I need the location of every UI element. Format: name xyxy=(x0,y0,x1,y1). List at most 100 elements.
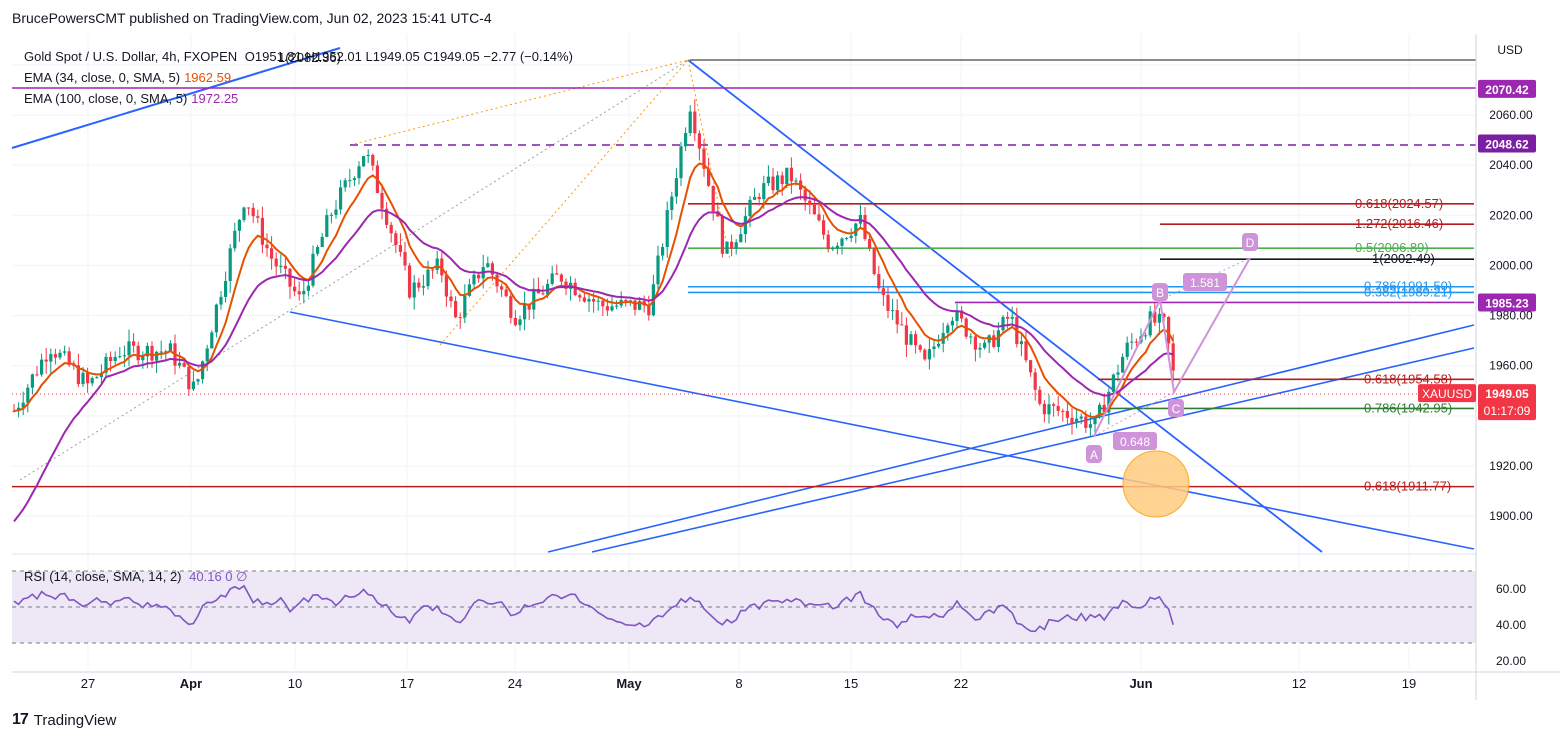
candle-body xyxy=(35,374,39,376)
candle-body xyxy=(145,345,149,357)
candle-body xyxy=(638,301,642,310)
candle-body xyxy=(495,274,499,287)
candle-body xyxy=(348,180,352,182)
candle-body xyxy=(408,265,412,298)
candle-body xyxy=(900,324,904,326)
candle-body xyxy=(486,263,490,268)
pattern-ratio-label: 1.581 xyxy=(1190,276,1220,290)
price-tick-label: 1980.00 xyxy=(1489,309,1533,323)
rsi-legend-value: 40.16 0 ∅ xyxy=(189,569,248,584)
candle-body xyxy=(1010,316,1014,319)
candle-body xyxy=(1093,417,1097,425)
legend-symbol: Gold Spot / U.S. Dollar, 4h, FXOPEN xyxy=(24,49,238,64)
candle-body xyxy=(785,167,789,185)
candle-body xyxy=(532,288,536,310)
candle-body xyxy=(132,341,136,346)
pattern-point-label: C xyxy=(1172,402,1181,416)
candle-body xyxy=(187,366,191,390)
candle-body xyxy=(233,230,237,249)
candle-body xyxy=(251,207,255,217)
candle-body xyxy=(178,362,182,366)
candle-body xyxy=(881,288,885,296)
channel-upper-b xyxy=(591,347,1475,553)
candle-body xyxy=(21,402,25,408)
candle-body xyxy=(771,176,775,191)
candle-body xyxy=(633,300,637,310)
pattern-point-badge xyxy=(1086,445,1102,463)
candle-body xyxy=(978,347,982,350)
candle-body xyxy=(1065,411,1069,418)
pattern-point-label: D xyxy=(1246,236,1255,250)
chart-overlay: A B C D 0.648 1.581 xyxy=(1086,233,1258,518)
chart-axes: USD 1900.00 1920.00 19 40.00 1960.00 1980.00 20… xyxy=(12,34,1560,700)
candle-body xyxy=(191,381,195,390)
candle-body xyxy=(886,295,890,311)
candle-body xyxy=(734,242,738,249)
symbol-badge xyxy=(1418,384,1476,403)
trendline-descending xyxy=(687,59,1323,553)
candle-body xyxy=(955,310,959,321)
candle-body xyxy=(1056,405,1060,411)
time-tick-label: 19 xyxy=(1402,676,1416,691)
candle-body xyxy=(454,300,458,318)
candle-body xyxy=(845,237,849,239)
time-tick-label: 27 xyxy=(81,676,95,691)
candle-body xyxy=(693,111,697,134)
candle-body xyxy=(877,274,881,289)
candle-body xyxy=(937,343,941,347)
candle-body xyxy=(707,168,711,186)
high-label: 1(2082.36) xyxy=(278,50,341,65)
candle-body xyxy=(1098,404,1102,418)
candle-body xyxy=(831,248,835,250)
price-tick-label: 1920.00 xyxy=(1489,459,1533,473)
channel-lower xyxy=(289,311,1475,550)
candle-body xyxy=(582,297,586,302)
pattern-point-badge xyxy=(1168,399,1184,417)
candle-body xyxy=(366,154,370,157)
candle-body xyxy=(720,216,724,254)
candle-body xyxy=(559,274,563,282)
candle-body xyxy=(440,258,444,276)
candle-body xyxy=(58,352,62,358)
candle-body xyxy=(624,299,628,301)
price-level-badge xyxy=(1478,134,1536,153)
pattern-ratio-badge xyxy=(1113,432,1157,450)
candle-body xyxy=(1107,391,1111,413)
candle-body xyxy=(762,183,766,200)
rsi-tick-label: 40.00 xyxy=(1496,618,1526,632)
candle-body xyxy=(780,175,784,185)
candle-body xyxy=(863,214,867,240)
candle-body xyxy=(380,192,384,209)
candle-body xyxy=(260,217,264,245)
abcd-bd-dotted xyxy=(1159,257,1251,301)
candle-body xyxy=(587,299,591,302)
candle-body xyxy=(523,303,527,320)
candle-body xyxy=(918,345,922,350)
candle-body xyxy=(656,255,660,285)
candle-body xyxy=(398,245,402,252)
candle-body xyxy=(417,282,421,288)
candle-body xyxy=(688,111,692,133)
candle-body xyxy=(840,238,844,246)
candle-body xyxy=(449,296,453,301)
candle-body xyxy=(500,286,504,290)
candle-body xyxy=(1042,403,1046,415)
rsi-tick-label: 60.00 xyxy=(1496,582,1526,596)
candle-body xyxy=(1130,341,1134,343)
candle-body xyxy=(817,214,821,221)
pattern-point-badge xyxy=(1152,283,1168,301)
candle-body xyxy=(1079,416,1083,419)
candle-body xyxy=(357,166,361,179)
candle-body xyxy=(127,341,131,356)
candle-body xyxy=(256,216,260,218)
candle-body xyxy=(297,291,301,295)
candle-body xyxy=(789,167,793,182)
footer-brand[interactable]: 17 TradingView xyxy=(12,711,116,729)
price-axis-unit: USD xyxy=(1497,43,1523,57)
candle-body xyxy=(541,293,545,295)
candle-body xyxy=(490,263,494,275)
candle-body xyxy=(504,289,508,297)
candle-body xyxy=(164,351,168,353)
candle-body xyxy=(228,248,232,281)
